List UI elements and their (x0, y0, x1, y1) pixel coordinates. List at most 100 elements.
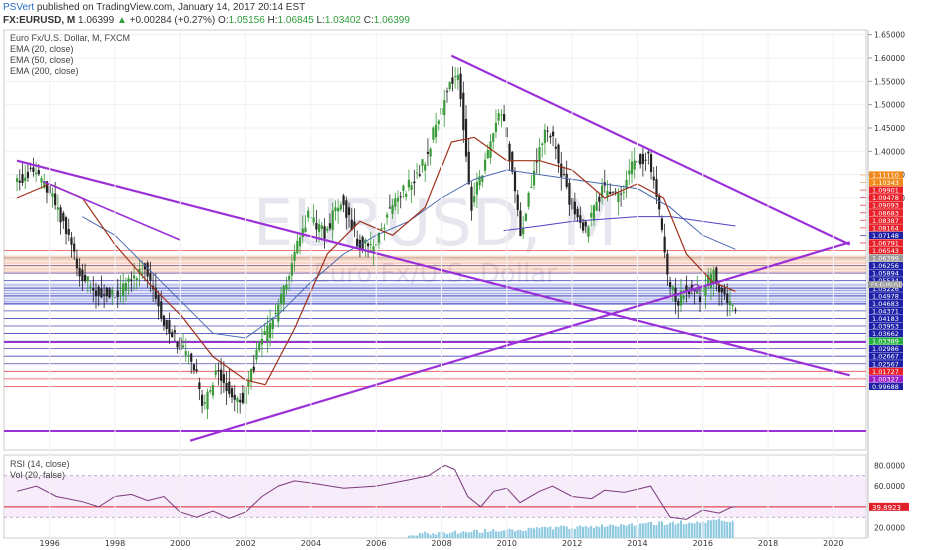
candle-body (391, 205, 394, 214)
legend-vol[interactable]: Vol (20, false) (10, 470, 66, 480)
volume-bar (424, 531, 427, 538)
candle-body (342, 195, 345, 206)
price-level-label: 1.08387 (872, 217, 899, 225)
y-tick-label: 1.45000 (874, 124, 905, 133)
candle-body (543, 129, 547, 143)
candle-body (149, 273, 152, 281)
legend-title[interactable]: Euro Fx/U.S. Dollar, M, FXCM (10, 33, 131, 43)
candle-body (660, 218, 664, 230)
candle-body (176, 342, 179, 348)
candle-body (600, 185, 604, 198)
candle-body (644, 159, 647, 161)
volume-bar (576, 526, 579, 538)
candle-body (366, 243, 370, 247)
volume-bar (484, 528, 487, 538)
candle-body (587, 226, 590, 238)
candle-body (728, 301, 732, 306)
candle-body (301, 228, 304, 238)
candle-body (43, 181, 46, 188)
legend-ema200[interactable]: EMA (200, close) (10, 66, 79, 76)
volume-bar (445, 533, 448, 538)
candle-body (726, 293, 729, 303)
low-label: L: (316, 15, 325, 26)
candle-body (75, 258, 79, 269)
volume-bar (603, 526, 606, 538)
price-level-badge (869, 269, 903, 277)
price-level-badge (869, 277, 903, 285)
volume-bar (508, 528, 511, 538)
symbol-label[interactable]: FX:EURUSD, M (3, 15, 76, 26)
volume-bar (554, 526, 557, 538)
volume-bar (486, 531, 489, 538)
volume-bar (582, 526, 585, 538)
price-level-badge (869, 307, 903, 315)
candle-body (462, 92, 465, 131)
volume-bar (696, 521, 699, 538)
legend-ema50[interactable]: EMA (50, close) (10, 55, 74, 65)
candle-body (184, 351, 187, 356)
volume-bar (663, 525, 666, 538)
candle-body (304, 227, 307, 233)
candle-body (247, 381, 250, 387)
candle-body (445, 91, 449, 93)
volume-bar (470, 531, 473, 538)
candle-body (282, 285, 285, 304)
price-level-label: 1.08164 (872, 224, 899, 232)
candle-body (108, 288, 111, 298)
volume-bar (568, 529, 571, 538)
candle-body (535, 161, 538, 163)
candle-body (454, 76, 457, 78)
price-level-label: 1.06399 (872, 255, 899, 263)
volume-bar (454, 530, 457, 538)
candle-body (347, 207, 351, 216)
price-level-badge (869, 337, 903, 345)
volume-bar (562, 526, 565, 538)
candle-body (557, 144, 560, 164)
candle-body (40, 178, 43, 183)
candle-body (260, 338, 264, 345)
candle-body (200, 394, 204, 406)
price-level-badge (869, 194, 903, 202)
candle-body (532, 170, 536, 186)
candle-body (195, 369, 198, 372)
volume-bar (628, 524, 631, 538)
volume-bar (630, 523, 633, 538)
candle-body (206, 391, 209, 410)
price-level-badge (869, 171, 903, 179)
candle-body (15, 178, 19, 182)
candle-body (679, 290, 683, 306)
candle-body (394, 198, 397, 207)
candle-body (415, 172, 419, 174)
candle-body (429, 148, 432, 157)
candle-body (625, 179, 628, 189)
price-level-badge (869, 375, 903, 383)
candle-body (236, 398, 239, 403)
candle-body (307, 210, 310, 218)
volume-bar (658, 521, 661, 538)
volume-bar (546, 527, 549, 538)
candle-body (51, 193, 54, 197)
volume-bar (497, 531, 500, 538)
candle-body (222, 374, 225, 384)
legend-rsi[interactable]: RSI (14, close) (10, 459, 70, 469)
y-tick-label: 1.40000 (874, 147, 905, 156)
candle-body (239, 399, 242, 403)
legend-ema20[interactable]: EMA (20, close) (10, 44, 74, 54)
rsi-value-badge (869, 502, 909, 511)
volume-bar (519, 529, 522, 538)
volume-bar (601, 524, 604, 538)
price-level-badge (869, 246, 903, 255)
volume-bar (660, 521, 663, 538)
volume-bar (688, 522, 691, 538)
volume-bar (720, 520, 723, 538)
candle-body (478, 176, 481, 186)
candle-body (350, 219, 353, 230)
candle-body (173, 330, 176, 333)
candle-body (698, 296, 702, 303)
trendline (189, 241, 850, 442)
x-tick-label: 2006 (366, 539, 386, 548)
publisher-name[interactable]: PSVert (3, 2, 35, 13)
